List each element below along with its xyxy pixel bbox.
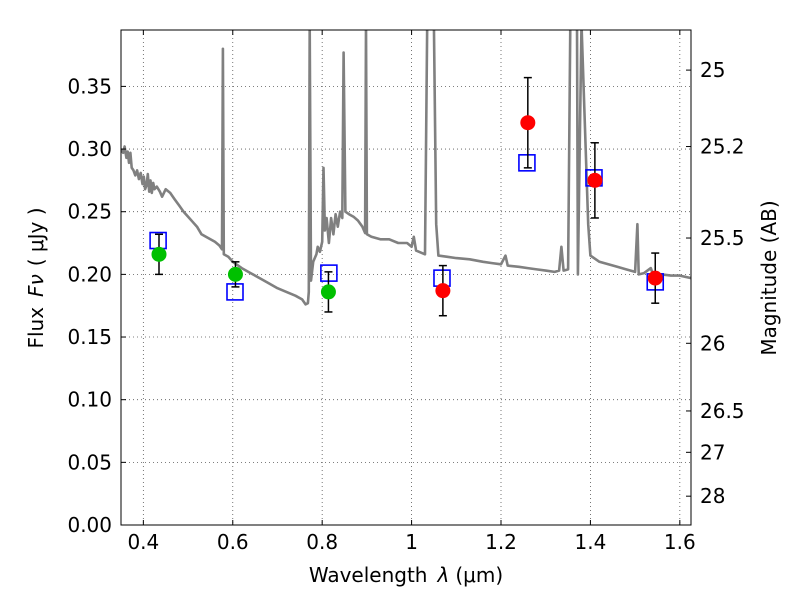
y-tick-label: 0.10 xyxy=(67,388,112,412)
red-data-point xyxy=(435,283,451,299)
x-tick-label: 1.2 xyxy=(485,530,517,554)
red-data-point xyxy=(520,115,536,131)
y-tick-label: 0.00 xyxy=(67,513,112,537)
x-tick-label: 1 xyxy=(405,530,418,554)
x-axis-ticks: 0.4 0.6 0.8 1 1.2 1.4 1.6 xyxy=(127,30,696,554)
y-axis-label: FluxFν( μJy ) xyxy=(24,207,48,348)
red-data-point xyxy=(647,270,663,286)
y-tick-label: 0.25 xyxy=(67,200,112,224)
x-tick-label: 1.6 xyxy=(664,530,696,554)
y-tick-label: 0.35 xyxy=(67,74,112,98)
y2-axis-label: Magnitude (AB) xyxy=(757,200,781,355)
y2-tick-label: 25 xyxy=(700,58,725,82)
x-tick-label: 0.8 xyxy=(306,530,338,554)
y2-tick-label: 27 xyxy=(700,440,725,464)
y2-tick-label: 26 xyxy=(700,331,725,355)
green-data-point xyxy=(151,246,167,262)
y2-tick-label: 25.2 xyxy=(700,135,745,159)
y2-axis-ticks: 25 25.2 25.5 26 26.5 27 28 xyxy=(686,58,745,508)
model-photometry-square xyxy=(518,154,536,172)
plot-frame xyxy=(120,29,692,526)
photometry-points xyxy=(149,76,665,317)
y2-tick-label: 28 xyxy=(700,484,725,508)
green-data-point xyxy=(227,266,243,282)
y-tick-label: 0.30 xyxy=(67,137,112,161)
model-spectrum xyxy=(121,30,691,306)
red-data-point xyxy=(587,172,603,188)
y2-tick-label: 25.5 xyxy=(700,226,745,250)
y-tick-label: 0.15 xyxy=(67,325,112,349)
y-axis-ticks: 0.00 0.05 0.10 0.15 0.20 0.25 0.30 0.35 xyxy=(67,74,126,537)
model-spectrum-line xyxy=(121,30,691,306)
y-tick-label: 0.20 xyxy=(67,262,112,286)
x-tick-label: 1.4 xyxy=(575,530,607,554)
y2-tick-label: 26.5 xyxy=(700,399,745,423)
x-axis-label: Wavelength λ (μm) xyxy=(309,563,503,587)
y-tick-label: 0.05 xyxy=(67,450,112,474)
grid-lines xyxy=(121,30,691,525)
green-data-point xyxy=(320,284,336,300)
x-tick-label: 0.4 xyxy=(127,530,159,554)
x-tick-label: 0.6 xyxy=(217,530,249,554)
